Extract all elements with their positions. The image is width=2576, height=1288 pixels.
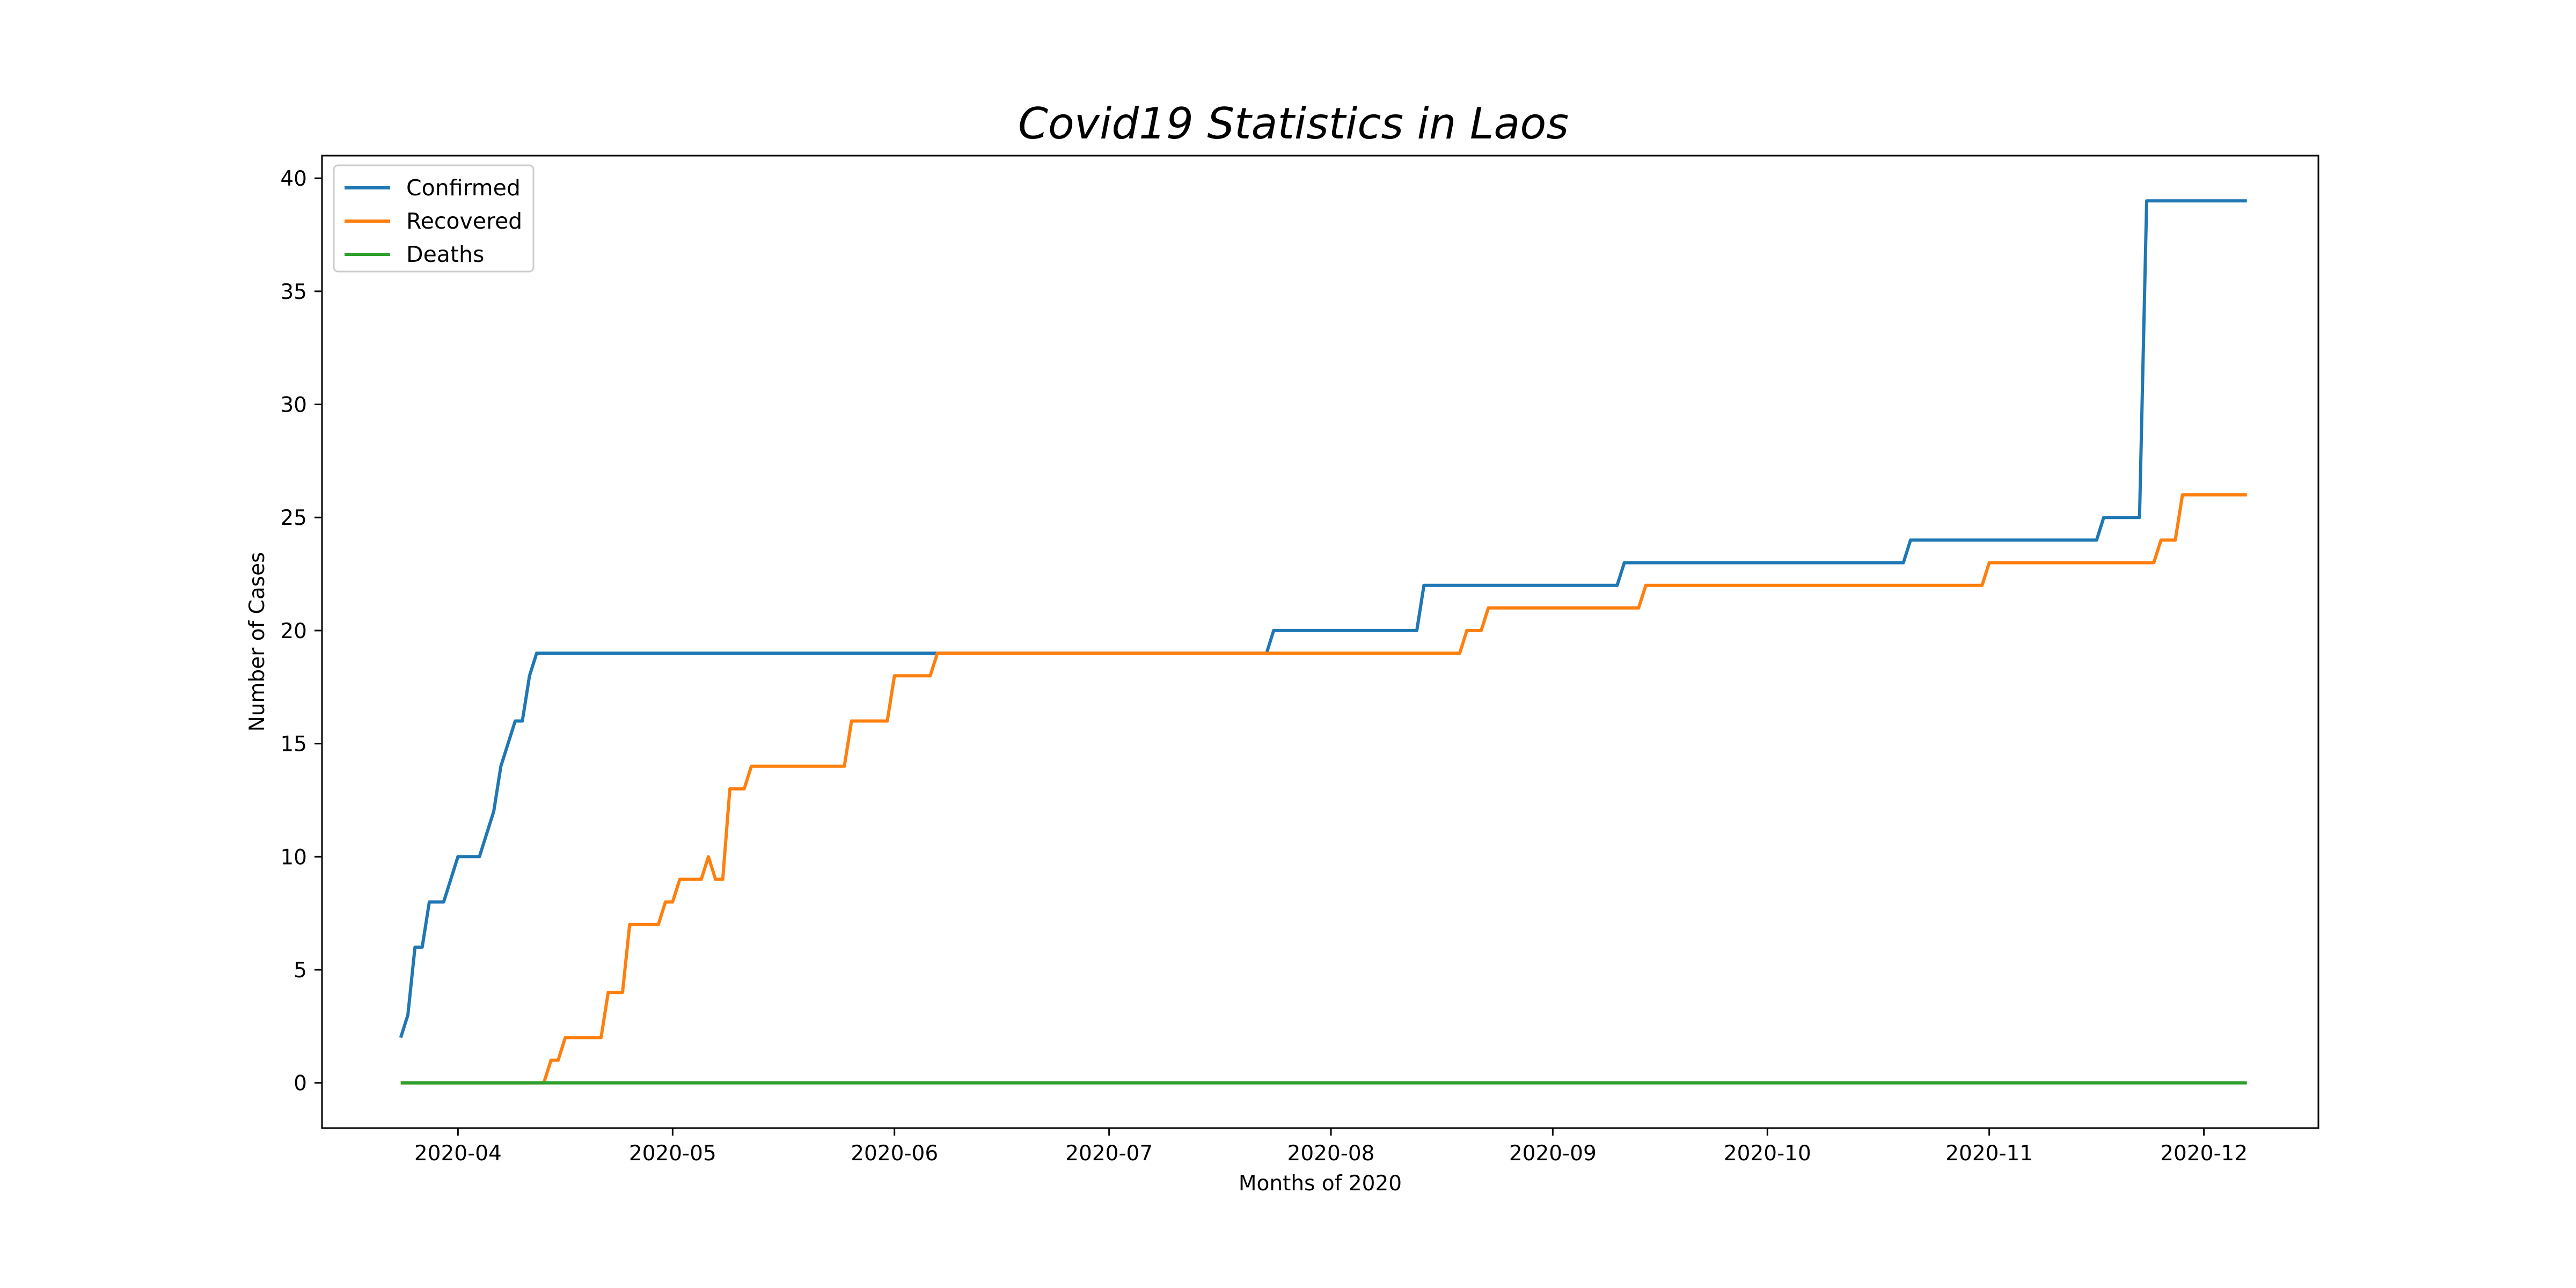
y-tick-label: 20 [280,619,307,643]
plot-area-frame [321,155,2319,1129]
series-layer [399,199,2247,1085]
y-tick-label: 25 [280,506,307,530]
y-tick-label: 35 [280,280,307,304]
y-axis: 0 5 10 15 20 25 30 35 40 [280,167,322,1096]
y-tick-label: 40 [280,167,307,191]
y-tick-label: 0 [294,1072,307,1096]
x-tick-label: 2020-08 [1287,1141,1375,1166]
x-tick-label: 2020-11 [1945,1141,2033,1166]
y-tick-label: 10 [280,845,307,869]
series-line-confirmed [399,199,2247,1038]
x-tick-label: 2020-05 [629,1141,716,1166]
y-tick-label: 5 [294,958,307,983]
x-tick-label: 2020-06 [851,1141,938,1166]
legend-label-confirmed: Confirmed [406,175,521,201]
x-tick-label: 2020-04 [414,1141,502,1166]
x-axis-label: Months of 2020 [1239,1172,1402,1196]
x-tick-label: 2020-10 [1724,1141,1811,1166]
y-axis-label: Number of Cases [245,552,269,732]
series-line-recovered [400,493,2247,1085]
legend-label-deaths: Deaths [406,241,484,267]
x-tick-label: 2020-07 [1065,1141,1153,1166]
x-axis: 2020-04 2020-05 2020-06 2020-07 2020-08 2020-… [414,1128,2248,1166]
legend-label-recovered: Recovered [406,208,522,234]
x-tick-label: 2020-12 [2160,1141,2248,1166]
y-tick-label: 15 [280,733,307,757]
chart-title: Covid19 Statistics in Laos [1018,99,1569,149]
legend-box [333,164,535,273]
legend: Confirmed Recovered Deaths [333,164,535,273]
y-tick-label: 30 [280,393,307,418]
x-tick-label: 2020-09 [1509,1141,1597,1166]
